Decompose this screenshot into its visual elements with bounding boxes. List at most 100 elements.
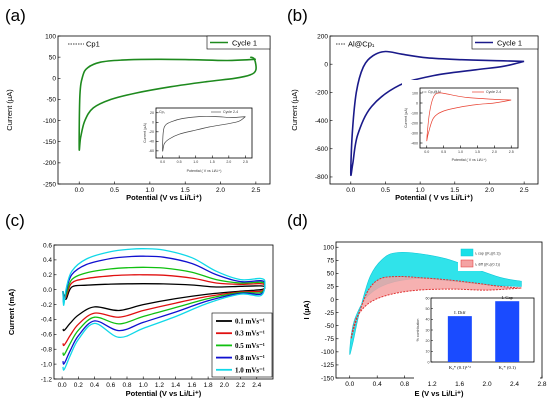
y-tick-label: -40	[149, 140, 154, 144]
inset-bar-label-2: I. Cap	[502, 295, 514, 300]
x-tick-label: 1.0	[193, 160, 198, 164]
legend-swatch-1	[460, 248, 474, 257]
chart-b: 0.0 0.5 1.0 1.5 2.0 2.5 200 0 -200 -400 -600 -800 Cu…	[290, 33, 539, 202]
x-tick-label: 0.4	[373, 381, 382, 388]
y-tick-label: 0.6	[43, 242, 52, 249]
y-tick-label: -200	[411, 121, 418, 125]
y-tick-label: -125	[321, 362, 334, 369]
x-tick-label: 1.0	[458, 150, 463, 154]
x-tick-label: 2.5	[243, 160, 248, 164]
x-tick-label: 2.0	[483, 381, 492, 388]
plot-frame	[53, 244, 274, 380]
annotation-label: Al@Cp₁	[348, 40, 375, 49]
x-tick-label: 1.2	[155, 382, 164, 389]
diffusive-area	[350, 275, 522, 340]
inset-legend-label: Cycle 2-4	[486, 90, 501, 94]
y-tick-label: -250	[43, 181, 56, 188]
y-tick-label: -100	[43, 118, 56, 125]
y-tick-label: -100	[411, 111, 418, 115]
y-tick-label: -300	[411, 131, 418, 135]
x-tick-label: 0.5	[381, 187, 390, 194]
y-tick-label: 0.0	[43, 287, 52, 294]
panel-label-b: (b)	[287, 6, 308, 25]
x-tick-label: 2.8	[537, 381, 546, 388]
y-tick-label: 0	[152, 121, 154, 125]
inset-y-axis-label: % contribution	[416, 319, 420, 342]
inset-background	[414, 295, 540, 381]
y-tick-label: -50	[47, 97, 57, 104]
x-tick-label: 1.0	[416, 187, 425, 194]
x-tick-label: 0.8	[122, 382, 131, 389]
x-tick-label: 0.0	[75, 187, 84, 194]
y-tick-label: 50	[49, 54, 57, 61]
annotation-label: Cp1	[86, 40, 100, 49]
y-tick-label: -100	[321, 349, 334, 356]
panel-label-d: (d)	[287, 211, 308, 230]
y-tick-label: -200	[43, 160, 56, 167]
y-tick-label: -50	[325, 323, 335, 330]
y-tick-label: -25	[325, 310, 335, 317]
y-tick-label: 100	[412, 91, 418, 95]
x-tick-label: 2.4	[252, 382, 261, 389]
x-tick-label: 2.5	[520, 187, 529, 194]
x-tick-label: 1.5	[181, 187, 190, 194]
inset-annotation: Cp₁	[159, 110, 166, 114]
inset-y-tick-label: 60	[426, 296, 430, 300]
y-tick-label: -1.0	[41, 361, 53, 368]
y-tick-label: -150	[43, 139, 56, 146]
x-tick-label: 2.2	[236, 382, 245, 389]
panel-label-a: (a)	[5, 6, 26, 25]
x-tick-label: 2.4	[510, 381, 519, 388]
y-axis-label: Current (mA)	[7, 288, 16, 335]
inset-frame	[419, 87, 519, 149]
y-tick-label: 0	[324, 61, 328, 68]
y-tick-label: 20	[150, 111, 154, 115]
legend-label-1: i₁ cap ((K₁)(0.1))	[475, 252, 501, 256]
y-tick-label: 0	[52, 76, 56, 83]
x-tick-label: 0.0	[424, 150, 429, 154]
plot-frame	[329, 35, 539, 185]
inset-y-axis-label: Current (µA)	[404, 108, 408, 128]
chart-d: 0.0 0.4 0.8 1.2 1.6 2.0 2.4 2.81007550250-25-50…	[302, 241, 547, 398]
x-tick-label: 0.0	[58, 382, 67, 389]
y-tick-label: 100	[323, 245, 334, 252]
inset-series-line	[426, 92, 512, 142]
inset-y-tick-label: 20	[426, 339, 430, 343]
inset-bar-2	[495, 301, 520, 362]
x-tick-label: 0.0	[160, 160, 165, 164]
x-tick-label: 1.2	[428, 381, 437, 388]
x-tick-label: 0.8	[400, 381, 409, 388]
legend-box	[206, 35, 271, 50]
inset-bar-1	[447, 316, 472, 362]
inset-y-axis-label: Current (µA)	[143, 123, 147, 143]
y-tick-label: 200	[317, 33, 328, 40]
inset-y-tick-label: 40	[426, 318, 430, 322]
inset-y-tick-label: 30	[426, 328, 430, 332]
x-tick-label: 1.8	[204, 382, 213, 389]
x-tick-label: 0.5	[110, 187, 119, 194]
y-tick-label: -0.2	[41, 302, 53, 309]
inset-category-2: K₁* (0.1)	[499, 365, 517, 370]
inset-y-tick-label: 10	[426, 350, 430, 354]
x-tick-label: 0.0	[346, 187, 355, 194]
x-tick-label: 0.5	[177, 160, 182, 164]
x-tick-label: 2.0	[216, 187, 225, 194]
x-tick-label: 1.4	[171, 382, 180, 389]
y-axis-label: Current (µA)	[290, 89, 299, 131]
series-line-cycle-1	[78, 56, 257, 151]
x-tick-label: 0.0	[345, 381, 354, 388]
x-tick-label: 0.2	[74, 382, 83, 389]
y-tick-label: -400	[411, 141, 418, 145]
legend-label-5: 1.0 mVs⁻¹	[235, 366, 265, 374]
x-tick-label: 2.0	[220, 382, 229, 389]
legend-label-2: 0.3 mVs⁻¹	[235, 330, 265, 338]
y-tick-label: -0.4	[41, 317, 53, 324]
x-tick-label: 1.0	[145, 187, 154, 194]
inset-background	[402, 80, 528, 166]
legend-label-2: i₂ diff ((K₂)(0.1))	[475, 263, 500, 267]
x-tick-label: 2.0	[485, 187, 494, 194]
x-tick-label: 2.0	[492, 150, 497, 154]
y-tick-label: 100	[45, 33, 56, 40]
y-tick-label: 0	[416, 101, 418, 105]
